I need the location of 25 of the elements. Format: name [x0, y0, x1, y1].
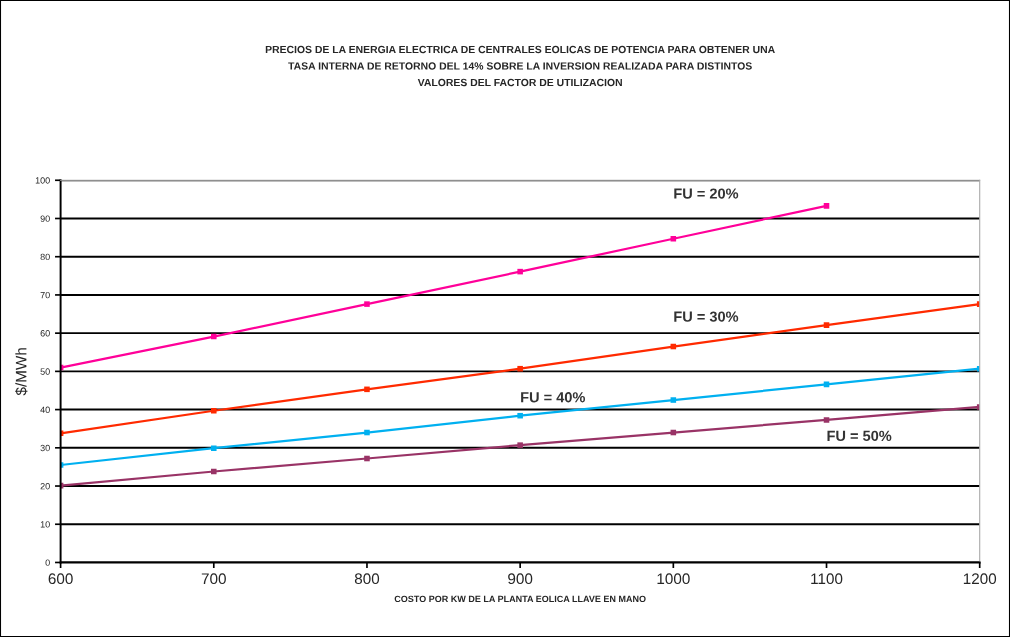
y-tick-label: 50 [40, 368, 50, 375]
y-tick-label: 10 [40, 521, 50, 528]
x-tick-label: 700 [201, 573, 226, 585]
series-label: FU = 40% [521, 392, 586, 403]
series-label: FU = 20% [674, 188, 739, 199]
x-tick-label: 600 [48, 573, 73, 585]
x-axis-title: COSTO POR KW DE LA PLANTA EOLICA LLAVE EN MANO [394, 595, 646, 603]
x-tick-label: 1000 [657, 573, 690, 585]
x-tick-label: 1100 [811, 573, 843, 585]
y-tick-label: 60 [40, 330, 50, 337]
y-tick-label: 80 [40, 253, 50, 261]
x-tick-label: 800 [354, 573, 380, 585]
chart-title: PRECIOS DE LA ENERGIA ELECTRICA DE CENTRALES EOLICAS DE POTENCIA PARA OBTENER UNA TASA INTERNA DE RETORNO DEL 14% SOBRE LA INVERSION REALIZADA PARA DISTINTOS VALORES DEL FACTOR DE UTILIZACION [265, 45, 775, 87]
series-label: FU = 50% [827, 430, 892, 442]
y-tick-label: 20 [40, 483, 50, 490]
y-tick-label: 40 [40, 406, 50, 413]
y-tick-label: 30 [40, 444, 50, 452]
y-tick-label: 100 [35, 177, 50, 184]
y-tick-label: 90 [40, 215, 50, 222]
y-tick-label: 70 [40, 291, 50, 299]
x-tick-label: 900 [508, 573, 533, 585]
y-axis-title: $/MWh [15, 348, 28, 396]
x-tick-label: 1200 [963, 573, 997, 585]
y-tick-label: 0 [45, 559, 50, 566]
series-label: FU = 30% [674, 311, 739, 322]
